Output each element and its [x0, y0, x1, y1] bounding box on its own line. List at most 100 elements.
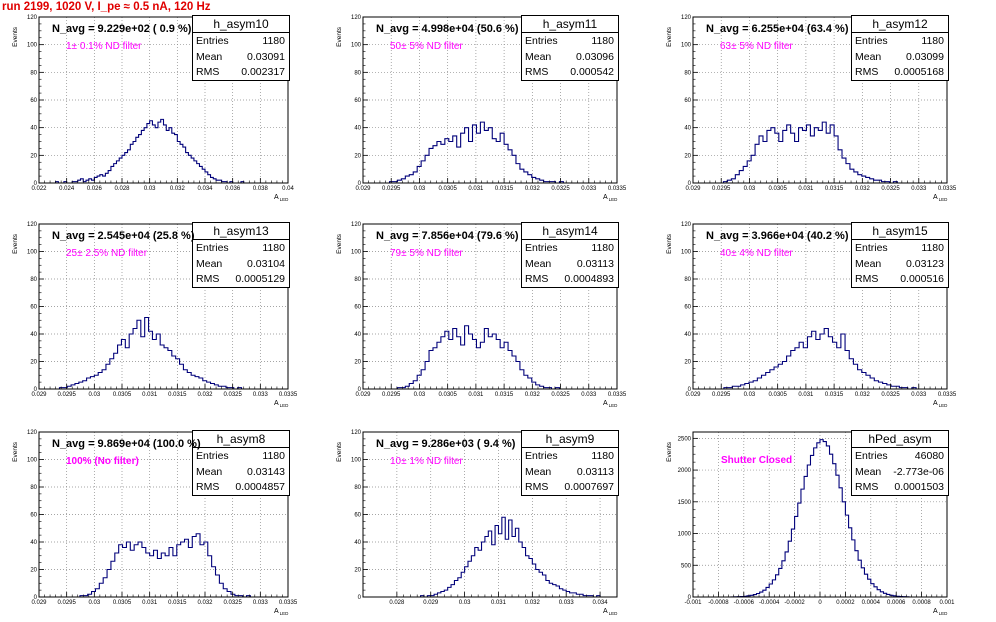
y-axis-title: Events	[666, 233, 673, 254]
stats-label: Entries	[196, 35, 229, 47]
y-tick-label: 80	[684, 70, 691, 76]
y-tick-label: 20	[354, 153, 361, 159]
y-tick-label: 0	[688, 181, 692, 187]
x-tick-label: 0.031	[491, 600, 507, 606]
navg-label: N_avg = 9.229e+02 ( 0.9 %)	[52, 23, 192, 35]
x-tick-label: 0.033	[911, 186, 927, 192]
y-tick-label: 20	[30, 568, 37, 574]
stats-label: RMS	[525, 481, 549, 493]
stats-row-mean: Mean 0.03123	[852, 256, 948, 272]
stats-label: RMS	[196, 66, 220, 78]
stats-title: h_asym10	[193, 16, 289, 33]
y-tick-label: 0	[34, 595, 38, 601]
filter-label: 63± 5% ND filter	[720, 41, 793, 52]
stats-value: 1180	[262, 35, 285, 47]
stats-value: 0.03091	[247, 50, 285, 63]
x-tick-label: 0.0315	[825, 392, 844, 398]
y-tick-label: 120	[681, 15, 692, 21]
stats-box-hPed_asym: hPed_asym Entries 46080 Mean -2.773e-06 RMS 0.…	[851, 430, 949, 496]
stats-row-entries: Entries 1180	[852, 33, 948, 49]
x-tick-label: 0.0325	[881, 186, 900, 192]
navg-label: N_avg = 4.998e+04 (50.6 %)	[376, 23, 519, 35]
stats-row-mean: Mean 0.03143	[193, 464, 289, 480]
y-tick-label: 60	[684, 98, 691, 104]
y-tick-label: 80	[30, 70, 37, 76]
stats-title: h_asym14	[522, 223, 618, 240]
stats-box-h_asym12: h_asym12 Entries 1180 Mean 0.03099 RMS 0.00051…	[851, 15, 949, 81]
x-tick-label: 0.0295	[712, 186, 731, 192]
x-tick-label: 0.0295	[57, 392, 76, 398]
y-tick-label: 80	[354, 485, 361, 491]
x-tick-label: 0.0325	[551, 186, 570, 192]
stats-row-entries: Entries 1180	[193, 33, 289, 49]
x-tick-label: 0.0295	[57, 600, 76, 606]
y-tick-label: 60	[30, 513, 37, 519]
x-tick-label: 0.0305	[438, 392, 457, 398]
histogram-series-h_asym9	[417, 516, 607, 598]
stats-label: RMS	[525, 273, 549, 285]
y-tick-label: 2000	[678, 468, 692, 474]
stats-label: Mean	[196, 465, 223, 478]
histogram-pad-h_asym9: 0.028 0.029 0.03 0.031 0.032 0.033 0.034 0 20 40 6…	[336, 430, 618, 616]
y-tick-label: 20	[354, 568, 361, 574]
histogram-series-h_asym8	[72, 533, 266, 598]
y-tick-label: 40	[354, 126, 361, 132]
x-tick-label: 0.03	[144, 186, 156, 192]
stats-row-mean: Mean -2.773e-06	[852, 464, 948, 480]
x-axis-title: ALED	[933, 194, 948, 202]
stats-title: h_asym13	[193, 223, 289, 240]
histogram-pad-h_asym11: 0.029 0.0295 0.03 0.0305 0.031 0.0315 0.032 0.0…	[336, 15, 627, 202]
stats-value: 0.03099	[906, 50, 944, 63]
x-tick-label: 0.029	[355, 186, 371, 192]
stats-row-entries: Entries 46080	[852, 448, 948, 464]
stats-label: Entries	[855, 242, 888, 254]
x-tick-label: 0.0315	[168, 600, 187, 606]
stats-value: 0.03113	[576, 257, 614, 270]
x-tick-label: 0.033	[581, 392, 597, 398]
y-tick-label: 0	[358, 595, 362, 601]
y-tick-label: 120	[27, 15, 38, 21]
stats-label: Entries	[855, 35, 888, 47]
filter-label: 25± 2.5% ND filter	[66, 248, 148, 259]
x-axis-title: ALED	[603, 608, 618, 616]
stats-value: 0.03143	[247, 465, 285, 478]
y-tick-label: 2500	[678, 436, 692, 442]
x-tick-label: 0.029	[685, 186, 701, 192]
navg-label: N_avg = 9.286e+03 ( 9.4 %)	[376, 438, 516, 450]
y-tick-label: 20	[30, 153, 37, 159]
x-tick-label: 0.032	[855, 392, 871, 398]
stats-label: RMS	[855, 273, 879, 285]
x-tick-label: 0.031	[468, 392, 484, 398]
y-tick-label: 40	[354, 332, 361, 338]
stats-row-rms: RMS 0.000542	[522, 64, 618, 80]
x-tick-label: 0.0002	[836, 600, 855, 606]
y-tick-label: 60	[354, 305, 361, 311]
x-tick-label: 0.032	[197, 600, 213, 606]
stats-label: Entries	[196, 242, 229, 254]
y-tick-label: 100	[351, 458, 362, 464]
filter-label: 100% (No filter)	[66, 456, 139, 467]
y-axis-title: Events	[336, 441, 343, 462]
filter-label: Shutter Closed	[721, 455, 793, 466]
stats-label: Mean	[525, 465, 552, 478]
x-tick-label: 0.029	[355, 392, 371, 398]
y-tick-label: 0	[34, 387, 38, 393]
y-tick-label: 100	[681, 43, 692, 49]
stats-value: 1180	[591, 35, 614, 47]
y-tick-label: 60	[684, 305, 691, 311]
stats-value: 0.03104	[247, 257, 285, 270]
x-tick-label: 0.0325	[881, 392, 900, 398]
x-tick-label: 0.032	[525, 186, 541, 192]
y-tick-label: 120	[681, 222, 692, 228]
x-tick-label: 0.024	[59, 186, 75, 192]
x-tick-label: 0.0315	[825, 186, 844, 192]
filter-label: 50± 5% ND filter	[390, 41, 463, 52]
x-axis-title: ALED	[274, 608, 289, 616]
x-tick-label: -0.0008	[708, 600, 729, 606]
x-tick-label: 0.04	[282, 186, 294, 192]
x-tick-label: 0.0315	[168, 392, 187, 398]
y-tick-label: 100	[27, 43, 38, 49]
y-axis-title: Events	[12, 441, 19, 462]
x-tick-label: 0.03	[88, 600, 100, 606]
y-axis-title: Events	[12, 233, 19, 254]
